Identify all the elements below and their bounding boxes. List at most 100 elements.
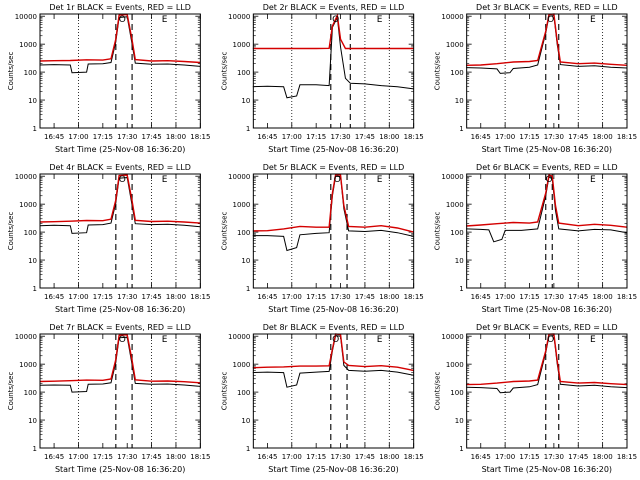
y-tick-label: 10 xyxy=(455,97,464,105)
x-tick-label: 18:00 xyxy=(166,453,186,461)
y-tick-label: 10 xyxy=(455,257,464,265)
x-tick-label: 17:15 xyxy=(306,453,326,461)
x-tick-label: 16:45 xyxy=(471,133,491,141)
x-tick-label: 17:00 xyxy=(495,133,515,141)
x-axis-label: Start Time (25-Nov-08 16:36:20) xyxy=(268,305,398,314)
chart-title: Det 1r BLACK = Events, RED = LLD xyxy=(49,3,191,12)
symbol-label: E xyxy=(590,175,596,185)
x-tick-label: 16:45 xyxy=(257,133,277,141)
x-tick-label: 16:45 xyxy=(471,293,491,301)
y-tick-label: 1000 xyxy=(446,201,464,209)
y-tick-label: 1 xyxy=(246,445,250,453)
x-tick-label: 16:45 xyxy=(471,453,491,461)
x-tick-label: 17:45 xyxy=(141,293,161,301)
x-tick-label: 17:45 xyxy=(355,293,375,301)
lld-series-line xyxy=(39,334,201,384)
y-tick-label: 1000 xyxy=(19,361,37,369)
x-tick-label: 18:00 xyxy=(593,453,613,461)
plot-frame xyxy=(252,13,415,129)
chart-title: Det 3r BLACK = Events, RED = LLD xyxy=(476,3,618,12)
x-tick-label: 17:30 xyxy=(117,133,137,141)
symbol-label: O xyxy=(332,335,339,345)
y-tick-label: 1 xyxy=(459,285,463,293)
x-tick-label: 18:15 xyxy=(190,293,210,301)
x-tick-label: 18:15 xyxy=(404,453,424,461)
x-tick-label: 18:15 xyxy=(404,133,424,141)
y-axis-label: Counts/sec xyxy=(434,372,442,411)
y-tick-label: 10000 xyxy=(441,173,463,181)
x-tick-label: 18:00 xyxy=(593,293,613,301)
plot-frame xyxy=(39,333,201,449)
x-tick-label: 17:45 xyxy=(568,453,588,461)
y-tick-label: 1000 xyxy=(233,361,251,369)
x-tick-label: 17:00 xyxy=(495,453,515,461)
y-tick-label: 1 xyxy=(33,445,37,453)
x-tick-label: 17:45 xyxy=(141,453,161,461)
symbol-label: E xyxy=(377,15,383,25)
chart-panel: Det 2r BLACK = Events, RED = LLD Counts/s… xyxy=(220,3,423,154)
x-tick-label: 17:30 xyxy=(117,293,137,301)
symbol-label: O xyxy=(332,15,339,25)
x-tick-label: 17:45 xyxy=(568,133,588,141)
x-tick-label: 17:30 xyxy=(544,293,564,301)
x-axis-label: Start Time (25-Nov-08 16:36:20) xyxy=(482,145,612,154)
y-tick-label: 1 xyxy=(246,285,250,293)
x-tick-label: 17:15 xyxy=(519,453,539,461)
plot-frame xyxy=(252,173,415,289)
x-tick-label: 17:00 xyxy=(282,453,302,461)
symbol-label: O xyxy=(547,15,554,25)
symbol-label: E xyxy=(377,335,383,345)
y-tick-label: 1 xyxy=(459,125,463,133)
plot-frame xyxy=(466,13,628,129)
x-tick-label: 18:15 xyxy=(617,133,637,141)
y-axis-label: Counts/sec xyxy=(220,372,228,411)
lld-series-line xyxy=(466,174,628,228)
x-tick-label: 16:45 xyxy=(257,453,277,461)
symbol-label: E xyxy=(377,175,383,185)
y-tick-label: 1000 xyxy=(233,201,251,209)
y-tick-label: 10000 xyxy=(15,333,37,341)
events-series-line xyxy=(39,176,201,234)
x-tick-label: 17:00 xyxy=(68,133,88,141)
y-axis-label: Counts/sec xyxy=(7,52,15,91)
symbol-label: O xyxy=(119,175,126,185)
x-tick-label: 17:15 xyxy=(93,453,113,461)
chart-title: Det 6r BLACK = Events, RED = LLD xyxy=(476,163,618,172)
x-tick-label: 16:45 xyxy=(44,453,64,461)
plot-frame xyxy=(466,173,628,289)
x-tick-label: 18:15 xyxy=(190,133,210,141)
x-tick-label: 17:00 xyxy=(282,293,302,301)
y-tick-label: 100 xyxy=(24,69,37,77)
lld-series-line xyxy=(39,13,201,64)
y-tick-label: 100 xyxy=(237,229,250,237)
chart-panel: Det 9r BLACK = Events, RED = LLD Counts/s… xyxy=(434,323,637,474)
x-tick-label: 18:15 xyxy=(617,453,637,461)
symbol-label: O xyxy=(119,335,126,345)
y-tick-label: 10000 xyxy=(15,173,37,181)
x-tick-label: 18:00 xyxy=(379,453,399,461)
y-axis-label: Counts/sec xyxy=(220,212,228,251)
x-tick-label: 17:45 xyxy=(568,293,588,301)
y-tick-label: 1 xyxy=(459,445,463,453)
chart-panel: Det 7r BLACK = Events, RED = LLD Counts/s… xyxy=(7,323,210,474)
x-tick-label: 17:00 xyxy=(495,293,515,301)
lld-series-line xyxy=(252,13,414,50)
x-tick-label: 17:45 xyxy=(141,133,161,141)
x-tick-label: 17:15 xyxy=(306,133,326,141)
x-tick-label: 17:15 xyxy=(519,133,539,141)
x-axis-label: Start Time (25-Nov-08 16:36:20) xyxy=(55,465,185,474)
x-tick-label: 17:00 xyxy=(68,293,88,301)
x-tick-label: 18:15 xyxy=(617,293,637,301)
symbol-label: O xyxy=(545,175,552,185)
x-tick-label: 18:15 xyxy=(190,453,210,461)
y-tick-label: 10000 xyxy=(228,13,250,21)
y-tick-label: 100 xyxy=(24,229,37,237)
x-tick-label: 18:15 xyxy=(404,293,424,301)
y-tick-label: 10 xyxy=(28,257,37,265)
y-tick-label: 10 xyxy=(241,97,250,105)
y-tick-label: 10000 xyxy=(441,13,463,21)
x-tick-label: 16:45 xyxy=(257,293,277,301)
y-axis-label: Counts/sec xyxy=(7,212,15,251)
y-tick-label: 10000 xyxy=(228,173,250,181)
